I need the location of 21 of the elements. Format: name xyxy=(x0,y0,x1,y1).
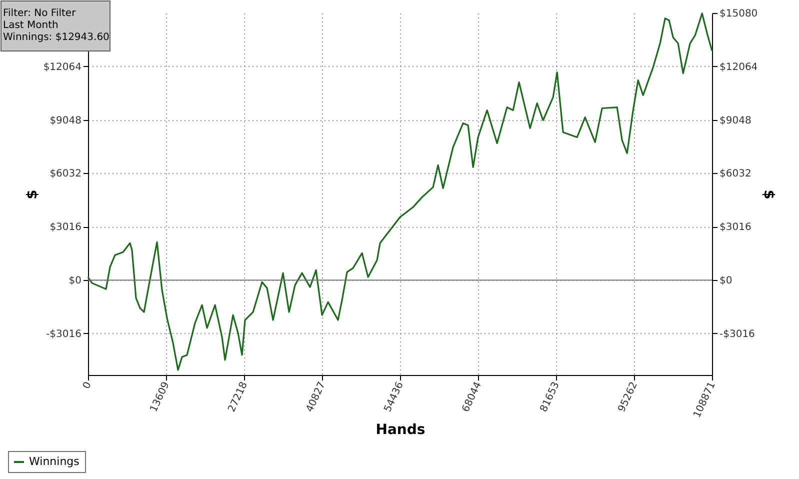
text: Last Month xyxy=(3,20,58,31)
y2-tick-label: $0 xyxy=(720,276,732,287)
y2-tick-label: $9048 xyxy=(720,115,752,126)
y-tick-label: $6032 xyxy=(50,168,82,180)
text: Filter: No Filter xyxy=(3,8,77,19)
y-axis-title: $ xyxy=(24,190,40,200)
y2-tick-label: $3016 xyxy=(720,222,752,234)
x-tick-label: 0 xyxy=(81,380,94,391)
x-axis-title: Hands xyxy=(376,422,426,438)
y2-axis-title: $ xyxy=(760,190,777,200)
y2-tick-label: $6032 xyxy=(720,168,752,180)
annotation: Winnings: $12943.60 xyxy=(3,32,110,43)
y-tick-label: $12064 xyxy=(43,62,82,73)
y-tick-label: $3016 xyxy=(50,222,82,234)
y2-tick-label: $15080 xyxy=(720,8,758,20)
y-tick-label: $0 xyxy=(68,276,82,287)
y-tick-label: $9048 xyxy=(50,115,82,126)
y-tick-label: -$3016 xyxy=(46,328,82,340)
y2-tick-label: $12064 xyxy=(720,62,758,73)
legend-label: Winnings xyxy=(29,455,80,468)
y2-tick-label: -$3016 xyxy=(720,328,755,340)
